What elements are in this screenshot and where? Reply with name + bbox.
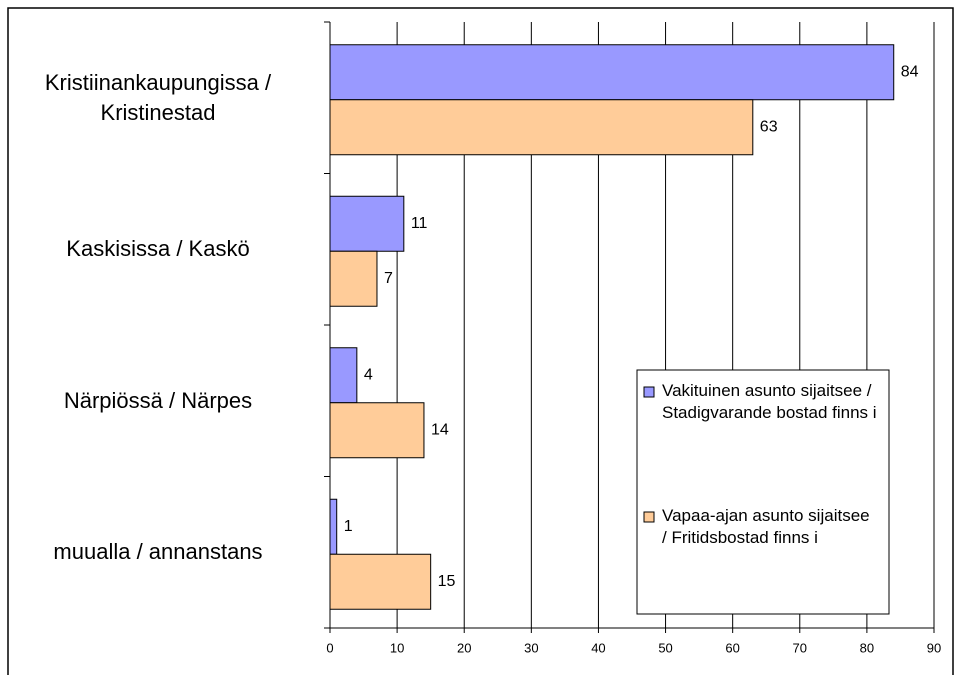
bar — [329, 553, 432, 610]
x-tick-label: 90 — [927, 640, 941, 655]
x-tick-label: 0 — [326, 640, 333, 655]
legend-swatch — [643, 511, 655, 523]
x-tick-label: 40 — [591, 640, 605, 655]
x-tick-label: 70 — [793, 640, 807, 655]
category-label: Kaskisissa / Kaskö — [66, 236, 250, 262]
legend-swatch — [643, 386, 655, 398]
value-label: 1 — [344, 518, 353, 535]
x-tick-label: 20 — [457, 640, 471, 655]
x-tick-label: 50 — [658, 640, 672, 655]
x-tick-label: 10 — [390, 640, 404, 655]
bar — [329, 99, 754, 156]
bar — [329, 250, 378, 307]
category-label: Närpiössä / Närpes — [63, 387, 253, 413]
value-label: 7 — [384, 270, 393, 287]
value-label: 84 — [901, 63, 919, 80]
value-label: 4 — [364, 366, 373, 383]
legend — [636, 369, 890, 615]
bar — [329, 498, 338, 555]
value-label: 14 — [431, 421, 449, 438]
category-label: Kristiinankaupungissa / Kristinestad — [44, 69, 272, 125]
bar — [329, 347, 358, 404]
legend-label: Vakituinen asunto sijaitsee / Stadigvara… — [662, 381, 877, 422]
legend-label: Vapaa-ajan asunto sijaitsee / Fritidsbos… — [662, 506, 870, 547]
bar — [329, 44, 895, 101]
x-tick-label: 80 — [860, 640, 874, 655]
category-label: muualla / annanstans — [53, 539, 263, 565]
frame — [7, 7, 954, 675]
value-label: 15 — [438, 573, 456, 590]
bar — [329, 402, 425, 459]
value-label: 11 — [411, 215, 428, 232]
x-tick-label: 30 — [524, 640, 538, 655]
x-tick-label: 60 — [725, 640, 739, 655]
bar — [329, 195, 405, 252]
value-label: 63 — [760, 118, 778, 135]
